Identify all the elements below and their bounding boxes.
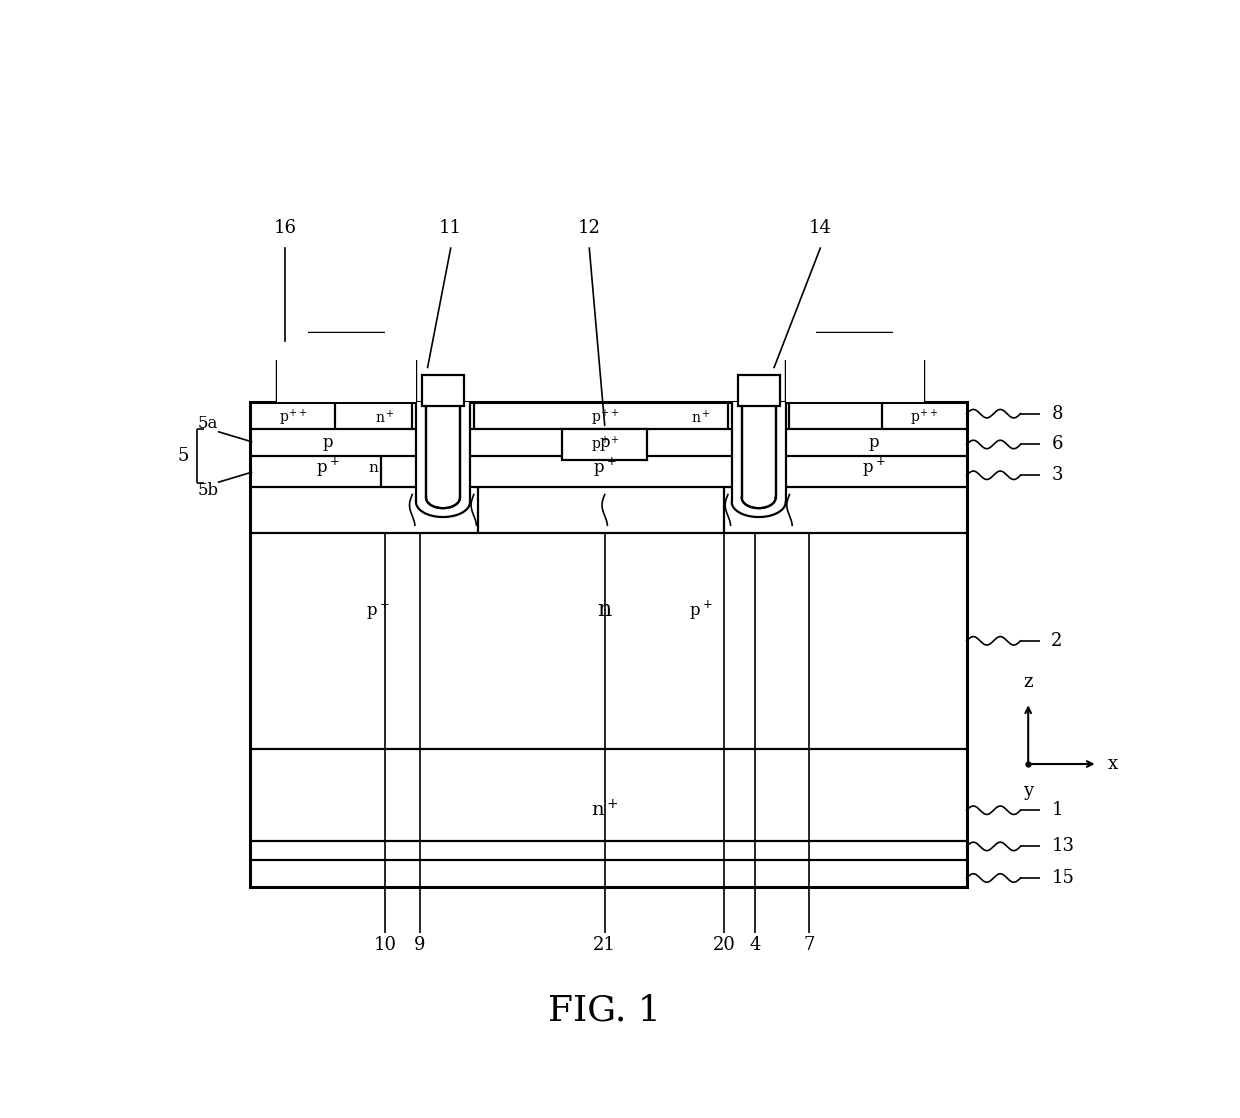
Text: p$^{++}$: p$^{++}$ — [590, 434, 619, 455]
Bar — [742, 395, 776, 498]
Text: 20: 20 — [713, 936, 735, 954]
Bar — [278, 333, 417, 402]
Text: p: p — [869, 434, 879, 451]
Text: p$^{++}$: p$^{++}$ — [910, 407, 939, 428]
Text: p$^+$: p$^+$ — [316, 456, 340, 480]
Text: n$^+$: n$^+$ — [591, 799, 619, 821]
Text: 8: 8 — [1052, 405, 1063, 423]
Text: 7: 7 — [804, 936, 815, 954]
Bar — [427, 395, 460, 498]
Text: p$^{++}$: p$^{++}$ — [279, 407, 306, 428]
Bar — [417, 402, 470, 517]
Bar — [422, 376, 464, 406]
Text: 12: 12 — [578, 219, 600, 237]
Text: 9: 9 — [414, 936, 425, 954]
Text: 13: 13 — [1052, 837, 1074, 855]
Text: 11: 11 — [439, 219, 463, 237]
Text: 5a: 5a — [198, 415, 218, 432]
Text: p: p — [322, 434, 332, 451]
Text: 1: 1 — [1052, 802, 1063, 819]
Text: x: x — [1107, 755, 1118, 773]
Text: p$^+$: p$^+$ — [689, 598, 713, 622]
Text: p: p — [599, 434, 610, 451]
Bar — [732, 402, 786, 517]
Bar — [738, 376, 780, 406]
Text: 2: 2 — [1052, 632, 1063, 650]
Text: n: n — [598, 599, 611, 620]
Text: FIG. 1: FIG. 1 — [548, 994, 661, 1027]
Text: n$^+$: n$^+$ — [376, 409, 396, 426]
Text: 15: 15 — [1052, 869, 1074, 887]
Text: 10: 10 — [373, 936, 397, 954]
Text: 14: 14 — [808, 219, 832, 237]
Bar — [786, 333, 924, 402]
Text: z: z — [1023, 673, 1033, 691]
Text: p$^{++}$: p$^{++}$ — [590, 407, 619, 428]
Bar — [563, 429, 647, 459]
Text: p$^+$: p$^+$ — [366, 598, 389, 622]
Text: 3: 3 — [1052, 466, 1063, 484]
Text: p$^+$: p$^+$ — [593, 456, 616, 480]
Text: p$^+$: p$^+$ — [862, 456, 887, 480]
Text: n$^+$: n$^+$ — [691, 409, 711, 426]
Text: 5: 5 — [177, 447, 188, 465]
Text: y: y — [1023, 781, 1033, 800]
Bar — [742, 387, 776, 509]
Text: 5b: 5b — [197, 482, 218, 499]
Text: n: n — [368, 461, 378, 474]
Text: 6: 6 — [1052, 436, 1063, 454]
Bar — [427, 387, 460, 509]
Text: 21: 21 — [593, 936, 616, 954]
Text: 16: 16 — [274, 219, 296, 237]
Text: 4: 4 — [749, 936, 760, 954]
Bar — [250, 402, 967, 888]
